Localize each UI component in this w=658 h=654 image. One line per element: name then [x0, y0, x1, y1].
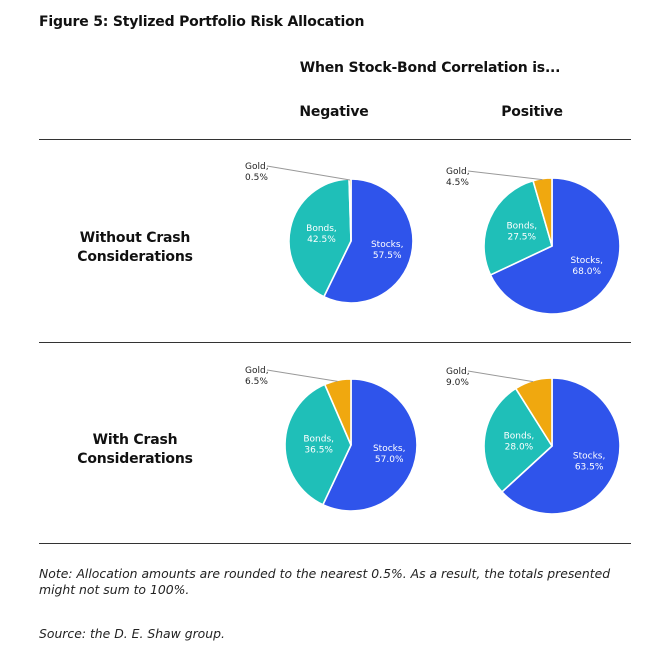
pie-slice-bonds: [288, 178, 352, 298]
pie-chart: [288, 178, 414, 304]
data-label-gold: Gold, 9.0%: [446, 367, 470, 388]
pie-slice-gold: [348, 178, 352, 242]
data-label-stocks: Stocks, 63.5%: [573, 452, 605, 473]
pie-slice-stocks: [323, 178, 414, 304]
row-label-line: Considerations: [77, 451, 193, 467]
row-label-without-crash: Without Crash Considerations: [60, 229, 210, 267]
figure-source: Source: the D. E. Shaw group.: [39, 626, 225, 641]
gold-leader-line: [467, 370, 534, 383]
pie-slice-gold: [532, 177, 553, 247]
rule-top: [39, 139, 631, 140]
data-label-gold: Gold, 0.5%: [245, 162, 269, 183]
pie-chart: [483, 377, 621, 515]
data-label-bonds: Bonds, 42.5%: [306, 224, 337, 245]
pie-slice-bonds: [483, 387, 553, 493]
pie-slice-gold: [323, 378, 352, 446]
data-label-stocks: Stocks, 68.0%: [570, 256, 602, 277]
pie-slice-stocks: [489, 177, 621, 315]
pie-slice-bonds: [284, 383, 352, 506]
pie-chart: [483, 177, 621, 315]
rule-bottom: [39, 543, 631, 544]
figure-note: Note: Allocation amounts are rounded to …: [39, 566, 611, 597]
pie-slice-bonds: [483, 179, 553, 276]
data-label-gold: Gold, 4.5%: [446, 167, 470, 188]
row-label-with-crash: With Crash Considerations: [60, 431, 210, 469]
row-label-line: With Crash: [92, 432, 178, 448]
data-label-bonds: Bonds, 28.0%: [504, 431, 535, 452]
gold-leader-line: [467, 170, 543, 181]
row-label-line: Considerations: [77, 249, 193, 265]
data-label-gold: Gold, 6.5%: [245, 366, 269, 387]
data-label-bonds: Bonds, 27.5%: [506, 221, 537, 242]
pie-slice-stocks: [322, 378, 418, 512]
data-label-bonds: Bonds, 36.5%: [303, 434, 334, 455]
row-label-line: Without Crash: [79, 230, 191, 246]
gold-leader-line: [266, 165, 351, 181]
pie-slice-gold: [514, 377, 553, 447]
data-label-stocks: Stocks, 57.5%: [371, 240, 403, 261]
data-label-stocks: Stocks, 57.0%: [373, 444, 405, 465]
figure-title: Figure 5: Stylized Portfolio Risk Alloca…: [39, 14, 365, 30]
column-heading: When Stock-Bond Correlation is...: [299, 60, 561, 76]
column-label-negative: Negative: [299, 104, 369, 120]
rule-middle: [39, 342, 631, 343]
pie-chart: [284, 378, 418, 512]
pie-slice-stocks: [501, 377, 621, 515]
gold-leader-line: [266, 369, 338, 382]
column-label-positive: Positive: [501, 104, 563, 120]
